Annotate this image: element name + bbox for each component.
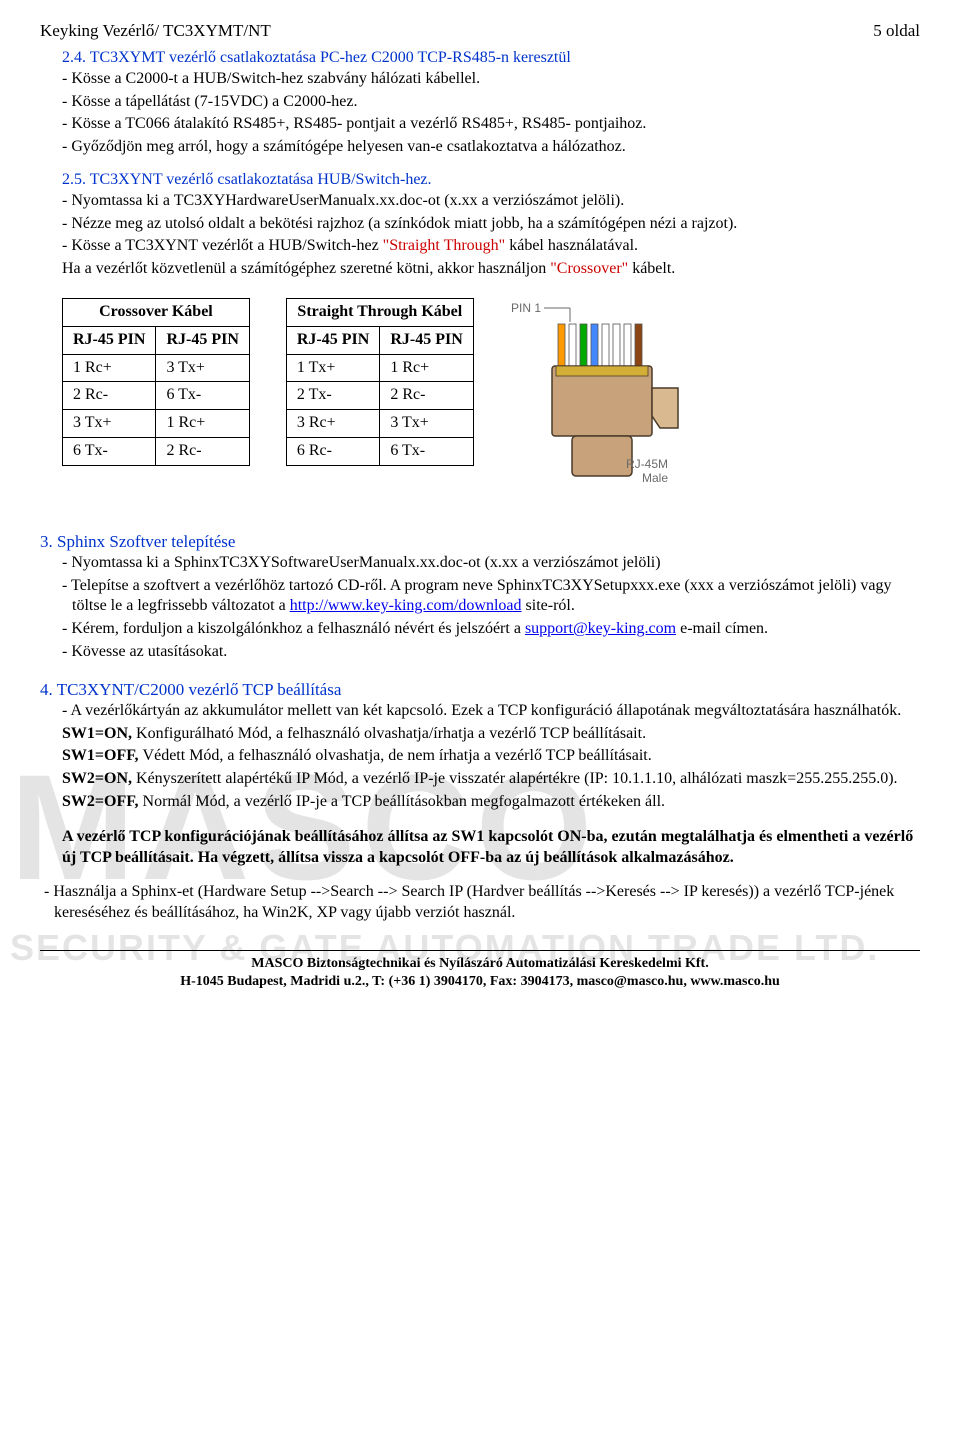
s25-line3: - Kösse a TC3XYNT vezérlőt a HUB/Switch-… bbox=[62, 236, 920, 257]
table-cell: 2 Rc- bbox=[63, 382, 156, 410]
crossover-title: Crossover Kábel bbox=[63, 299, 250, 327]
s3-line1: - Nyomtassa ki a SphinxTC3XYSoftwareUser… bbox=[62, 553, 920, 574]
s4-sw1on: SW1=ON, Konfigurálható Mód, a felhasznál… bbox=[62, 724, 920, 745]
table-cell: 2 Rc- bbox=[380, 382, 473, 410]
s24-line4: - Győződjön meg arról, hogy a számítógép… bbox=[62, 137, 920, 158]
straight-col2: RJ-45 PIN bbox=[380, 326, 473, 354]
table-cell: 3 Tx+ bbox=[63, 410, 156, 438]
table-row: 3 Rc+3 Tx+ bbox=[286, 410, 473, 438]
table-cell: 1 Rc+ bbox=[63, 354, 156, 382]
section-3-title: 3. Sphinx Szoftver telepítése bbox=[40, 531, 920, 553]
table-cell: 6 Tx- bbox=[380, 438, 473, 466]
crossover-col1: RJ-45 PIN bbox=[63, 326, 156, 354]
s3-line3: - Kérem, forduljon a kiszolgálónkhoz a f… bbox=[62, 619, 920, 640]
crossover-col2: RJ-45 PIN bbox=[156, 326, 249, 354]
straight-col1: RJ-45 PIN bbox=[286, 326, 379, 354]
s4-line6: - Használja a Sphinx-et (Hardware Setup … bbox=[44, 882, 920, 924]
table-cell: 2 Rc- bbox=[156, 438, 249, 466]
s25-line1: - Nyomtassa ki a TC3XYHardwareUserManual… bbox=[62, 191, 920, 212]
table-row: 6 Tx-2 Rc- bbox=[63, 438, 250, 466]
s3-line2: - Telepítse a szoftvert a vezérlőhöz tar… bbox=[62, 576, 920, 618]
table-cell: 6 Tx- bbox=[156, 382, 249, 410]
svg-text:PIN 1: PIN 1 bbox=[511, 301, 541, 315]
table-row: 1 Tx+1 Rc+ bbox=[286, 354, 473, 382]
table-row: 1 Rc+3 Tx+ bbox=[63, 354, 250, 382]
s4-line1: - A vezérlőkártyán az akkumulátor mellet… bbox=[62, 701, 920, 722]
table-cell: 1 Rc+ bbox=[380, 354, 473, 382]
section-2-4-title: 2.4. TC3XYMT vezérlő csatlakoztatása PC-… bbox=[62, 48, 920, 69]
table-cell: 1 Rc+ bbox=[156, 410, 249, 438]
section-2-5-title: 2.5. TC3XYNT vezérlő csatlakoztatása HUB… bbox=[62, 170, 920, 191]
support-email-link[interactable]: support@key-king.com bbox=[525, 620, 676, 637]
page-header: Keyking Vezérlő/ TC3XYMT/NT 5 oldal bbox=[40, 20, 920, 42]
table-cell: 3 Rc+ bbox=[286, 410, 379, 438]
s25-line4: Ha a vezérlőt közvetlenül a számítógéphe… bbox=[62, 259, 920, 280]
table-cell: 1 Tx+ bbox=[286, 354, 379, 382]
s4-sw2on: SW2=ON, Kényszerített alapértékű IP Mód,… bbox=[62, 769, 920, 790]
straight-title: Straight Through Kábel bbox=[286, 299, 473, 327]
footer-line2: H-1045 Budapest, Madridi u.2., T: (+36 1… bbox=[40, 973, 920, 991]
download-link[interactable]: http://www.key-king.com/download bbox=[290, 597, 522, 614]
table-row: 3 Tx+1 Rc+ bbox=[63, 410, 250, 438]
header-right: 5 oldal bbox=[873, 20, 920, 42]
table-cell: 6 Rc- bbox=[286, 438, 379, 466]
straight-table: Straight Through Kábel RJ-45 PIN RJ-45 P… bbox=[286, 298, 474, 466]
rj45-diagram: PIN 1 RJ-45MMale bbox=[510, 298, 700, 503]
s3-line4: - Kövesse az utasításokat. bbox=[62, 642, 920, 663]
header-left: Keyking Vezérlő/ TC3XYMT/NT bbox=[40, 20, 271, 42]
table-cell: 2 Tx- bbox=[286, 382, 379, 410]
svg-text:RJ-45M: RJ-45M bbox=[626, 457, 668, 471]
s24-line1: - Kösse a C2000-t a HUB/Switch-hez szabv… bbox=[62, 69, 920, 90]
s4-sw1off: SW1=OFF, Védett Mód, a felhasználó olvas… bbox=[62, 746, 920, 767]
crossover-table: Crossover Kábel RJ-45 PIN RJ-45 PIN 1 Rc… bbox=[62, 298, 250, 466]
table-cell: 6 Tx- bbox=[63, 438, 156, 466]
table-cell: 3 Tx+ bbox=[156, 354, 249, 382]
s24-line3: - Kösse a TC066 átalakító RS485+, RS485-… bbox=[62, 114, 920, 135]
s24-line2: - Kösse a tápellátást (7-15VDC) a C2000-… bbox=[62, 92, 920, 113]
cable-tables-row: Crossover Kábel RJ-45 PIN RJ-45 PIN 1 Rc… bbox=[62, 298, 920, 503]
page-footer: MASCO Biztonságtechnikai és Nyílászáró A… bbox=[40, 950, 920, 991]
s25-line2: - Nézze meg az utolsó oldalt a bekötési … bbox=[62, 214, 920, 235]
table-cell: 3 Tx+ bbox=[380, 410, 473, 438]
svg-text:Male: Male bbox=[642, 471, 668, 485]
s4-bold-note: A vezérlő TCP konfigurációjának beállítá… bbox=[62, 827, 920, 869]
s4-sw2off: SW2=OFF, Normál Mód, a vezérlő IP-je a T… bbox=[62, 792, 920, 813]
table-row: 2 Rc-6 Tx- bbox=[63, 382, 250, 410]
table-row: 2 Tx-2 Rc- bbox=[286, 382, 473, 410]
section-4-title: 4. TC3XYNT/C2000 vezérlő TCP beállítása bbox=[40, 679, 920, 701]
footer-line1: MASCO Biztonságtechnikai és Nyílászáró A… bbox=[40, 955, 920, 973]
table-row: 6 Rc-6 Tx- bbox=[286, 438, 473, 466]
